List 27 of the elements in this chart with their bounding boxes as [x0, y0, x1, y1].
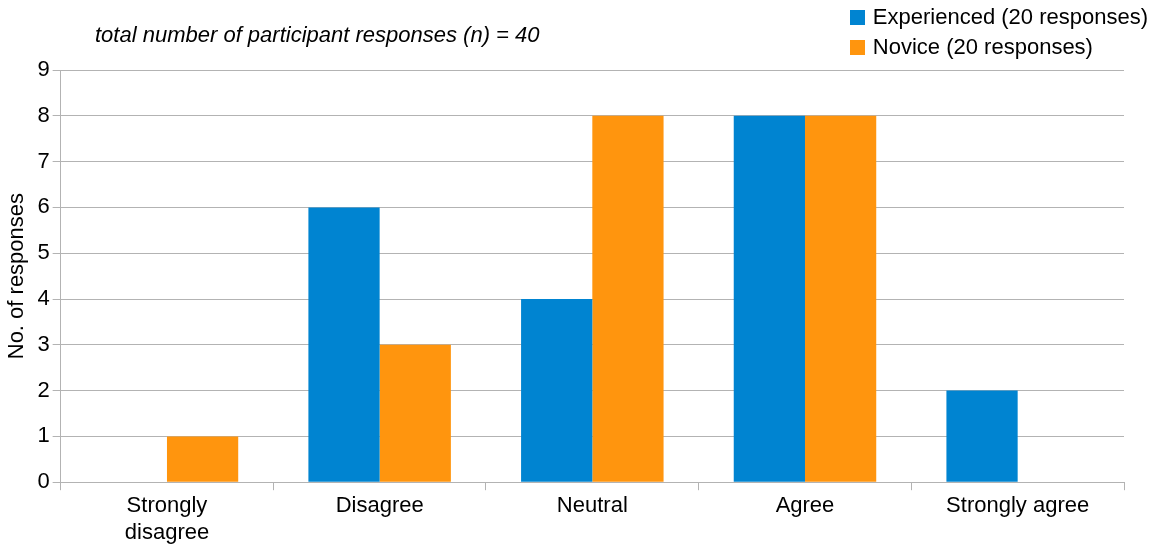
- y-tick-label: 8: [37, 101, 50, 127]
- legend-label: Experienced (20 responses): [872, 4, 1148, 30]
- x-tick-label: Strongly agree: [946, 492, 1090, 518]
- bar: [379, 344, 451, 482]
- y-tick-label: 7: [37, 147, 50, 173]
- bar: [308, 207, 380, 482]
- bar: [521, 299, 593, 482]
- legend-label: Novice (20 responses): [872, 34, 1093, 60]
- x-tick-label: Neutral: [556, 492, 628, 518]
- y-tick-label: 2: [37, 376, 50, 402]
- bar: [946, 390, 1018, 482]
- bar: [804, 115, 877, 482]
- y-axis-title: No. of responses: [3, 192, 29, 360]
- text: total number of participant responses (n) = 40: [95, 22, 540, 48]
- x-tick-label: Agree: [775, 492, 835, 518]
- bar: [166, 436, 239, 482]
- bar: [592, 115, 664, 482]
- x-tick-label: Disagree: [335, 492, 424, 518]
- y-tick-label: 5: [37, 239, 50, 265]
- y-tick-label: 6: [37, 193, 50, 219]
- y-tick-label: 9: [37, 56, 50, 82]
- y-tick-label: 3: [37, 330, 50, 356]
- y-tick-label: 1: [37, 422, 50, 448]
- x-tick-label: Strongly disagree: [124, 492, 210, 544]
- bar: [733, 115, 805, 482]
- y-tick-label: 4: [37, 285, 50, 311]
- y-tick-label: 0: [37, 468, 50, 494]
